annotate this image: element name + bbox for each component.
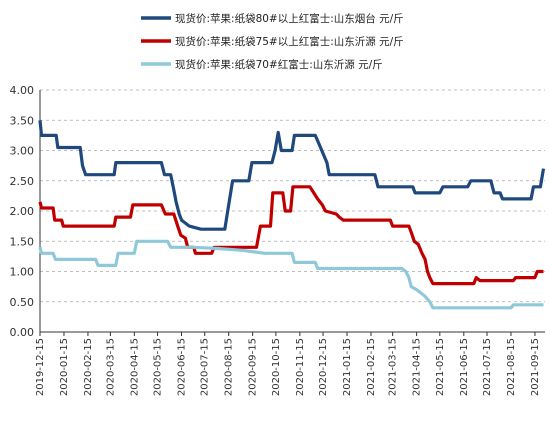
y-tick-label: 1.50 (10, 235, 35, 248)
x-tick-label: 2020-03-15 (105, 338, 116, 396)
x-tick-label: 2021-07-15 (482, 338, 493, 396)
series-lines (38, 120, 546, 310)
x-tick-label: 2020-11-15 (295, 338, 306, 396)
x-tick-label: 2020-08-15 (224, 338, 235, 396)
x-tick-label: 2021-03-15 (388, 338, 399, 396)
legend-label-2: 现货价:苹果:纸袋70#红富士:山东沂源 元/斤 (175, 58, 383, 71)
x-tick-label: 2021-01-15 (342, 338, 353, 396)
y-tick-label: 0.50 (10, 296, 35, 309)
x-tick-label: 2021-08-15 (506, 338, 517, 396)
y-tick-label: 3.00 (10, 145, 35, 158)
series-line-1 (38, 185, 544, 286)
legend: 现货价:苹果:纸袋80#以上红富士:山东烟台 元/斤现货价:苹果:纸袋75#以上… (141, 12, 404, 71)
y-tick-label: 2.00 (10, 205, 35, 218)
x-tick-label: 2020-05-15 (153, 338, 164, 396)
x-tick-label: 2020-09-15 (248, 338, 259, 396)
x-tick-label: 2021-06-15 (459, 338, 470, 396)
y-tick-label: 3.50 (10, 114, 35, 127)
x-tick-label: 2020-01-15 (59, 338, 70, 396)
series-line-0 (38, 120, 546, 231)
series-line-2 (38, 239, 544, 310)
x-tick-label: 2021-02-15 (366, 338, 377, 396)
y-tick-label: 1.00 (10, 266, 35, 279)
y-tick-label: 0.00 (10, 326, 35, 339)
x-tick-label: 2020-07-15 (200, 338, 211, 396)
x-tick-label: 2020-10-15 (271, 338, 282, 396)
x-tick-label: 2021-05-15 (435, 338, 446, 396)
x-tick-label: 2019-12-15 (35, 338, 46, 396)
x-tick-label: 2020-12-15 (318, 338, 329, 396)
x-tick-label: 2021-09-15 (530, 338, 541, 396)
legend-label-0: 现货价:苹果:纸袋80#以上红富士:山东烟台 元/斤 (175, 12, 404, 25)
x-axis-ticks: 2019-12-15 2020-01-15 2020-02-15 2020-03-15… (35, 332, 541, 396)
y-tick-label: 4.00 (10, 84, 35, 97)
x-tick-label: 2020-02-15 (83, 338, 94, 396)
y-tick-label: 2.50 (10, 175, 35, 188)
x-tick-label: 2020-06-15 (177, 338, 188, 396)
y-axis-ticks: 4.00 3.50 3.00 2.50 2.00 1.50 1.00 0.50 0.00 (10, 84, 35, 339)
x-tick-label: 2021-04-15 (412, 338, 423, 396)
x-tick-label: 2020-04-15 (129, 338, 140, 396)
legend-label-1: 现货价:苹果:纸袋75#以上红富士:山东沂源 元/斤 (175, 35, 404, 48)
